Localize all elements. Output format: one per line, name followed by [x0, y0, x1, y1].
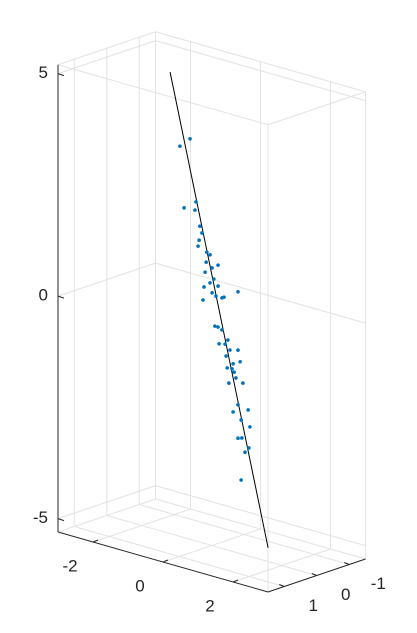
point [205, 250, 209, 254]
point [224, 354, 228, 358]
point [243, 450, 247, 455]
point [220, 328, 224, 332]
fit-line [169, 72, 269, 548]
grid-line [57, 262, 156, 297]
grid-line [155, 40, 366, 102]
point [236, 403, 240, 407]
point [213, 324, 217, 328]
point [239, 478, 243, 482]
point [231, 410, 235, 414]
point [216, 325, 220, 329]
x-tick [92, 539, 99, 543]
point [240, 436, 244, 440]
point [210, 266, 214, 270]
y-tick [279, 584, 285, 587]
point [212, 277, 216, 281]
grid-line [74, 526, 285, 587]
box-edge [267, 91, 366, 126]
y-tick [344, 562, 350, 565]
grid-line [57, 40, 156, 75]
point [236, 436, 240, 440]
x-tick-label: 2 [205, 596, 214, 615]
point [230, 367, 234, 371]
point [236, 348, 240, 352]
box-edge [57, 64, 269, 126]
x-tick-label: 0 [135, 576, 144, 595]
z-tick-label: 5 [39, 63, 48, 82]
point [188, 137, 192, 141]
point [216, 284, 220, 288]
point [178, 144, 182, 148]
point [248, 425, 252, 429]
point [236, 289, 240, 294]
point [197, 238, 201, 242]
point [182, 206, 186, 210]
point [210, 291, 214, 295]
point [246, 408, 250, 412]
z-tick [57, 73, 65, 77]
point [203, 270, 207, 274]
y-tick-label: -1 [371, 574, 386, 593]
x-tick [162, 559, 169, 563]
point [234, 376, 238, 380]
point [247, 446, 251, 450]
point [193, 208, 197, 212]
z-tick [57, 295, 65, 299]
point [228, 348, 232, 352]
point [217, 341, 221, 346]
point [238, 360, 242, 364]
point [226, 338, 230, 342]
point [194, 200, 198, 204]
z-tick [57, 518, 65, 522]
grid-line [155, 485, 366, 547]
grid-line [106, 515, 317, 576]
point [214, 294, 218, 298]
grid-line [139, 504, 350, 565]
point [208, 253, 212, 257]
x-tick [232, 579, 239, 583]
point [200, 231, 204, 235]
point [201, 298, 205, 302]
point [231, 362, 235, 366]
point [202, 285, 206, 289]
point [241, 381, 245, 385]
grid-line [57, 485, 156, 520]
y-tick [311, 573, 317, 576]
point [223, 342, 227, 346]
y-tick-label: 0 [341, 585, 350, 604]
point [216, 263, 220, 267]
point [227, 381, 231, 385]
point [204, 260, 208, 265]
point [208, 281, 212, 285]
grid-line [155, 262, 366, 324]
point [198, 224, 202, 228]
point [196, 244, 200, 248]
point [220, 296, 224, 300]
x-tick-label: -2 [62, 556, 77, 575]
z-tick-label: -5 [33, 508, 48, 527]
point [225, 366, 229, 370]
y-tick-label: 1 [309, 596, 318, 615]
z-tick-label: 0 [39, 286, 48, 305]
point [232, 370, 236, 374]
point [239, 418, 243, 422]
